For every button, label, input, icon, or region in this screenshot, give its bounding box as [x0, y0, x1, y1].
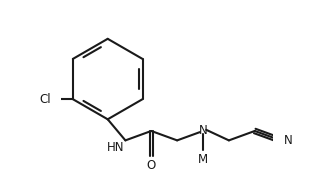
Text: O: O — [147, 159, 156, 172]
Text: HN: HN — [107, 142, 124, 154]
Text: N: N — [284, 134, 293, 147]
Text: N: N — [199, 124, 207, 137]
Text: Cl: Cl — [39, 93, 51, 106]
Text: M: M — [198, 153, 208, 166]
